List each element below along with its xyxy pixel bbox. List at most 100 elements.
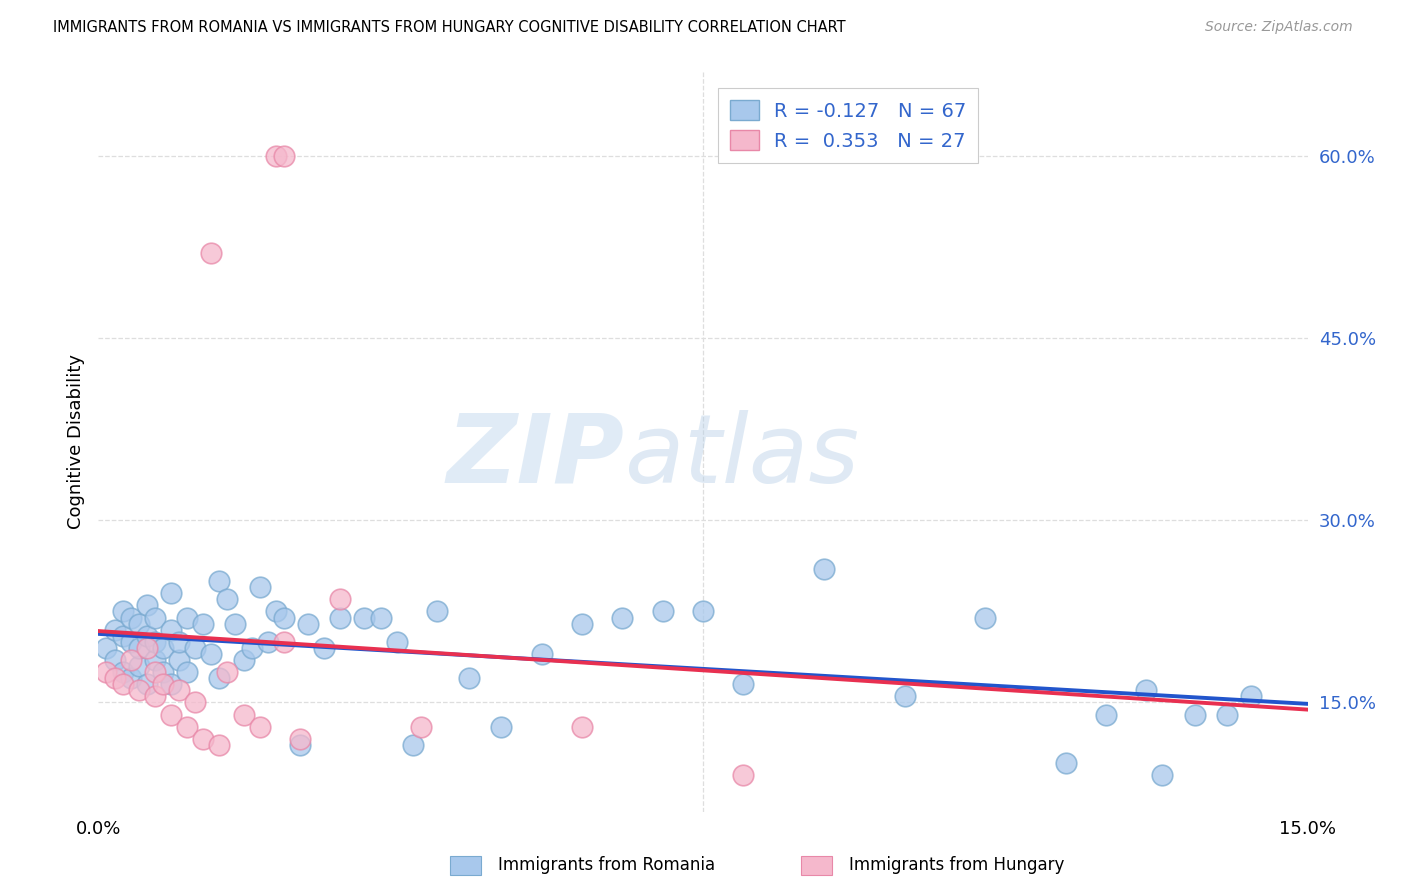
- Point: [208, 671, 231, 685]
- Point: [1095, 707, 1118, 722]
- Point: [288, 738, 311, 752]
- Point: [288, 731, 311, 746]
- Point: [208, 738, 231, 752]
- Point: [297, 616, 319, 631]
- Point: [385, 635, 408, 649]
- Point: [409, 720, 432, 734]
- Point: [232, 653, 254, 667]
- Point: [314, 640, 336, 655]
- FancyBboxPatch shape: [450, 856, 481, 875]
- Point: [208, 574, 231, 588]
- Y-axis label: Cognitive Disability: Cognitive Disability: [66, 354, 84, 529]
- Point: [1135, 683, 1157, 698]
- Point: [143, 690, 166, 704]
- Point: [370, 610, 392, 624]
- Point: [612, 610, 634, 624]
- Point: [167, 683, 190, 698]
- Point: [217, 665, 239, 680]
- Point: [217, 592, 239, 607]
- Point: [256, 635, 278, 649]
- Point: [120, 635, 142, 649]
- Point: [111, 677, 134, 691]
- Text: atlas: atlas: [624, 409, 859, 503]
- Point: [813, 562, 835, 576]
- Point: [184, 640, 207, 655]
- FancyBboxPatch shape: [801, 856, 832, 875]
- Point: [111, 665, 134, 680]
- Point: [571, 720, 593, 734]
- Point: [1240, 690, 1263, 704]
- Point: [135, 677, 157, 691]
- Point: [143, 635, 166, 649]
- Point: [733, 768, 755, 782]
- Point: [273, 610, 295, 624]
- Point: [353, 610, 375, 624]
- Text: Immigrants from Romania: Immigrants from Romania: [498, 856, 714, 874]
- Point: [249, 580, 271, 594]
- Point: [111, 629, 134, 643]
- Point: [167, 635, 190, 649]
- Point: [571, 616, 593, 631]
- Point: [200, 246, 222, 260]
- Point: [135, 629, 157, 643]
- Text: Immigrants from Hungary: Immigrants from Hungary: [849, 856, 1064, 874]
- Point: [458, 671, 481, 685]
- Point: [176, 665, 198, 680]
- Point: [273, 635, 295, 649]
- Point: [733, 677, 755, 691]
- Point: [143, 665, 166, 680]
- Point: [120, 671, 142, 685]
- Point: [1152, 768, 1174, 782]
- Point: [103, 623, 125, 637]
- Point: [193, 616, 215, 631]
- Point: [402, 738, 425, 752]
- Point: [264, 604, 287, 618]
- Point: [264, 149, 287, 163]
- Point: [128, 683, 150, 698]
- Point: [193, 731, 215, 746]
- Point: [128, 640, 150, 655]
- Point: [329, 610, 352, 624]
- Point: [184, 696, 207, 710]
- Point: [240, 640, 263, 655]
- Point: [893, 690, 915, 704]
- Text: Source: ZipAtlas.com: Source: ZipAtlas.com: [1205, 20, 1353, 34]
- Point: [143, 653, 166, 667]
- Point: [273, 149, 295, 163]
- Point: [160, 707, 183, 722]
- Text: ZIP: ZIP: [447, 409, 624, 503]
- Point: [143, 610, 166, 624]
- Text: IMMIGRANTS FROM ROMANIA VS IMMIGRANTS FROM HUNGARY COGNITIVE DISABILITY CORRELAT: IMMIGRANTS FROM ROMANIA VS IMMIGRANTS FR…: [53, 20, 846, 35]
- Point: [160, 586, 183, 600]
- Point: [200, 647, 222, 661]
- Point: [232, 707, 254, 722]
- Point: [96, 665, 118, 680]
- Point: [1054, 756, 1077, 771]
- Point: [152, 665, 174, 680]
- Point: [128, 659, 150, 673]
- Point: [128, 616, 150, 631]
- Point: [120, 610, 142, 624]
- Point: [167, 653, 190, 667]
- Point: [160, 623, 183, 637]
- Point: [974, 610, 997, 624]
- Point: [1184, 707, 1206, 722]
- Point: [176, 720, 198, 734]
- Point: [426, 604, 449, 618]
- Point: [224, 616, 246, 631]
- Legend: R = -0.127   N = 67, R =  0.353   N = 27: R = -0.127 N = 67, R = 0.353 N = 27: [718, 88, 979, 162]
- Point: [651, 604, 673, 618]
- Point: [152, 677, 174, 691]
- Point: [96, 640, 118, 655]
- Point: [135, 599, 157, 613]
- Point: [329, 592, 352, 607]
- Point: [103, 671, 125, 685]
- Point: [491, 720, 513, 734]
- Point: [249, 720, 271, 734]
- Point: [111, 604, 134, 618]
- Point: [176, 610, 198, 624]
- Point: [152, 640, 174, 655]
- Point: [103, 653, 125, 667]
- Point: [135, 640, 157, 655]
- Point: [1216, 707, 1239, 722]
